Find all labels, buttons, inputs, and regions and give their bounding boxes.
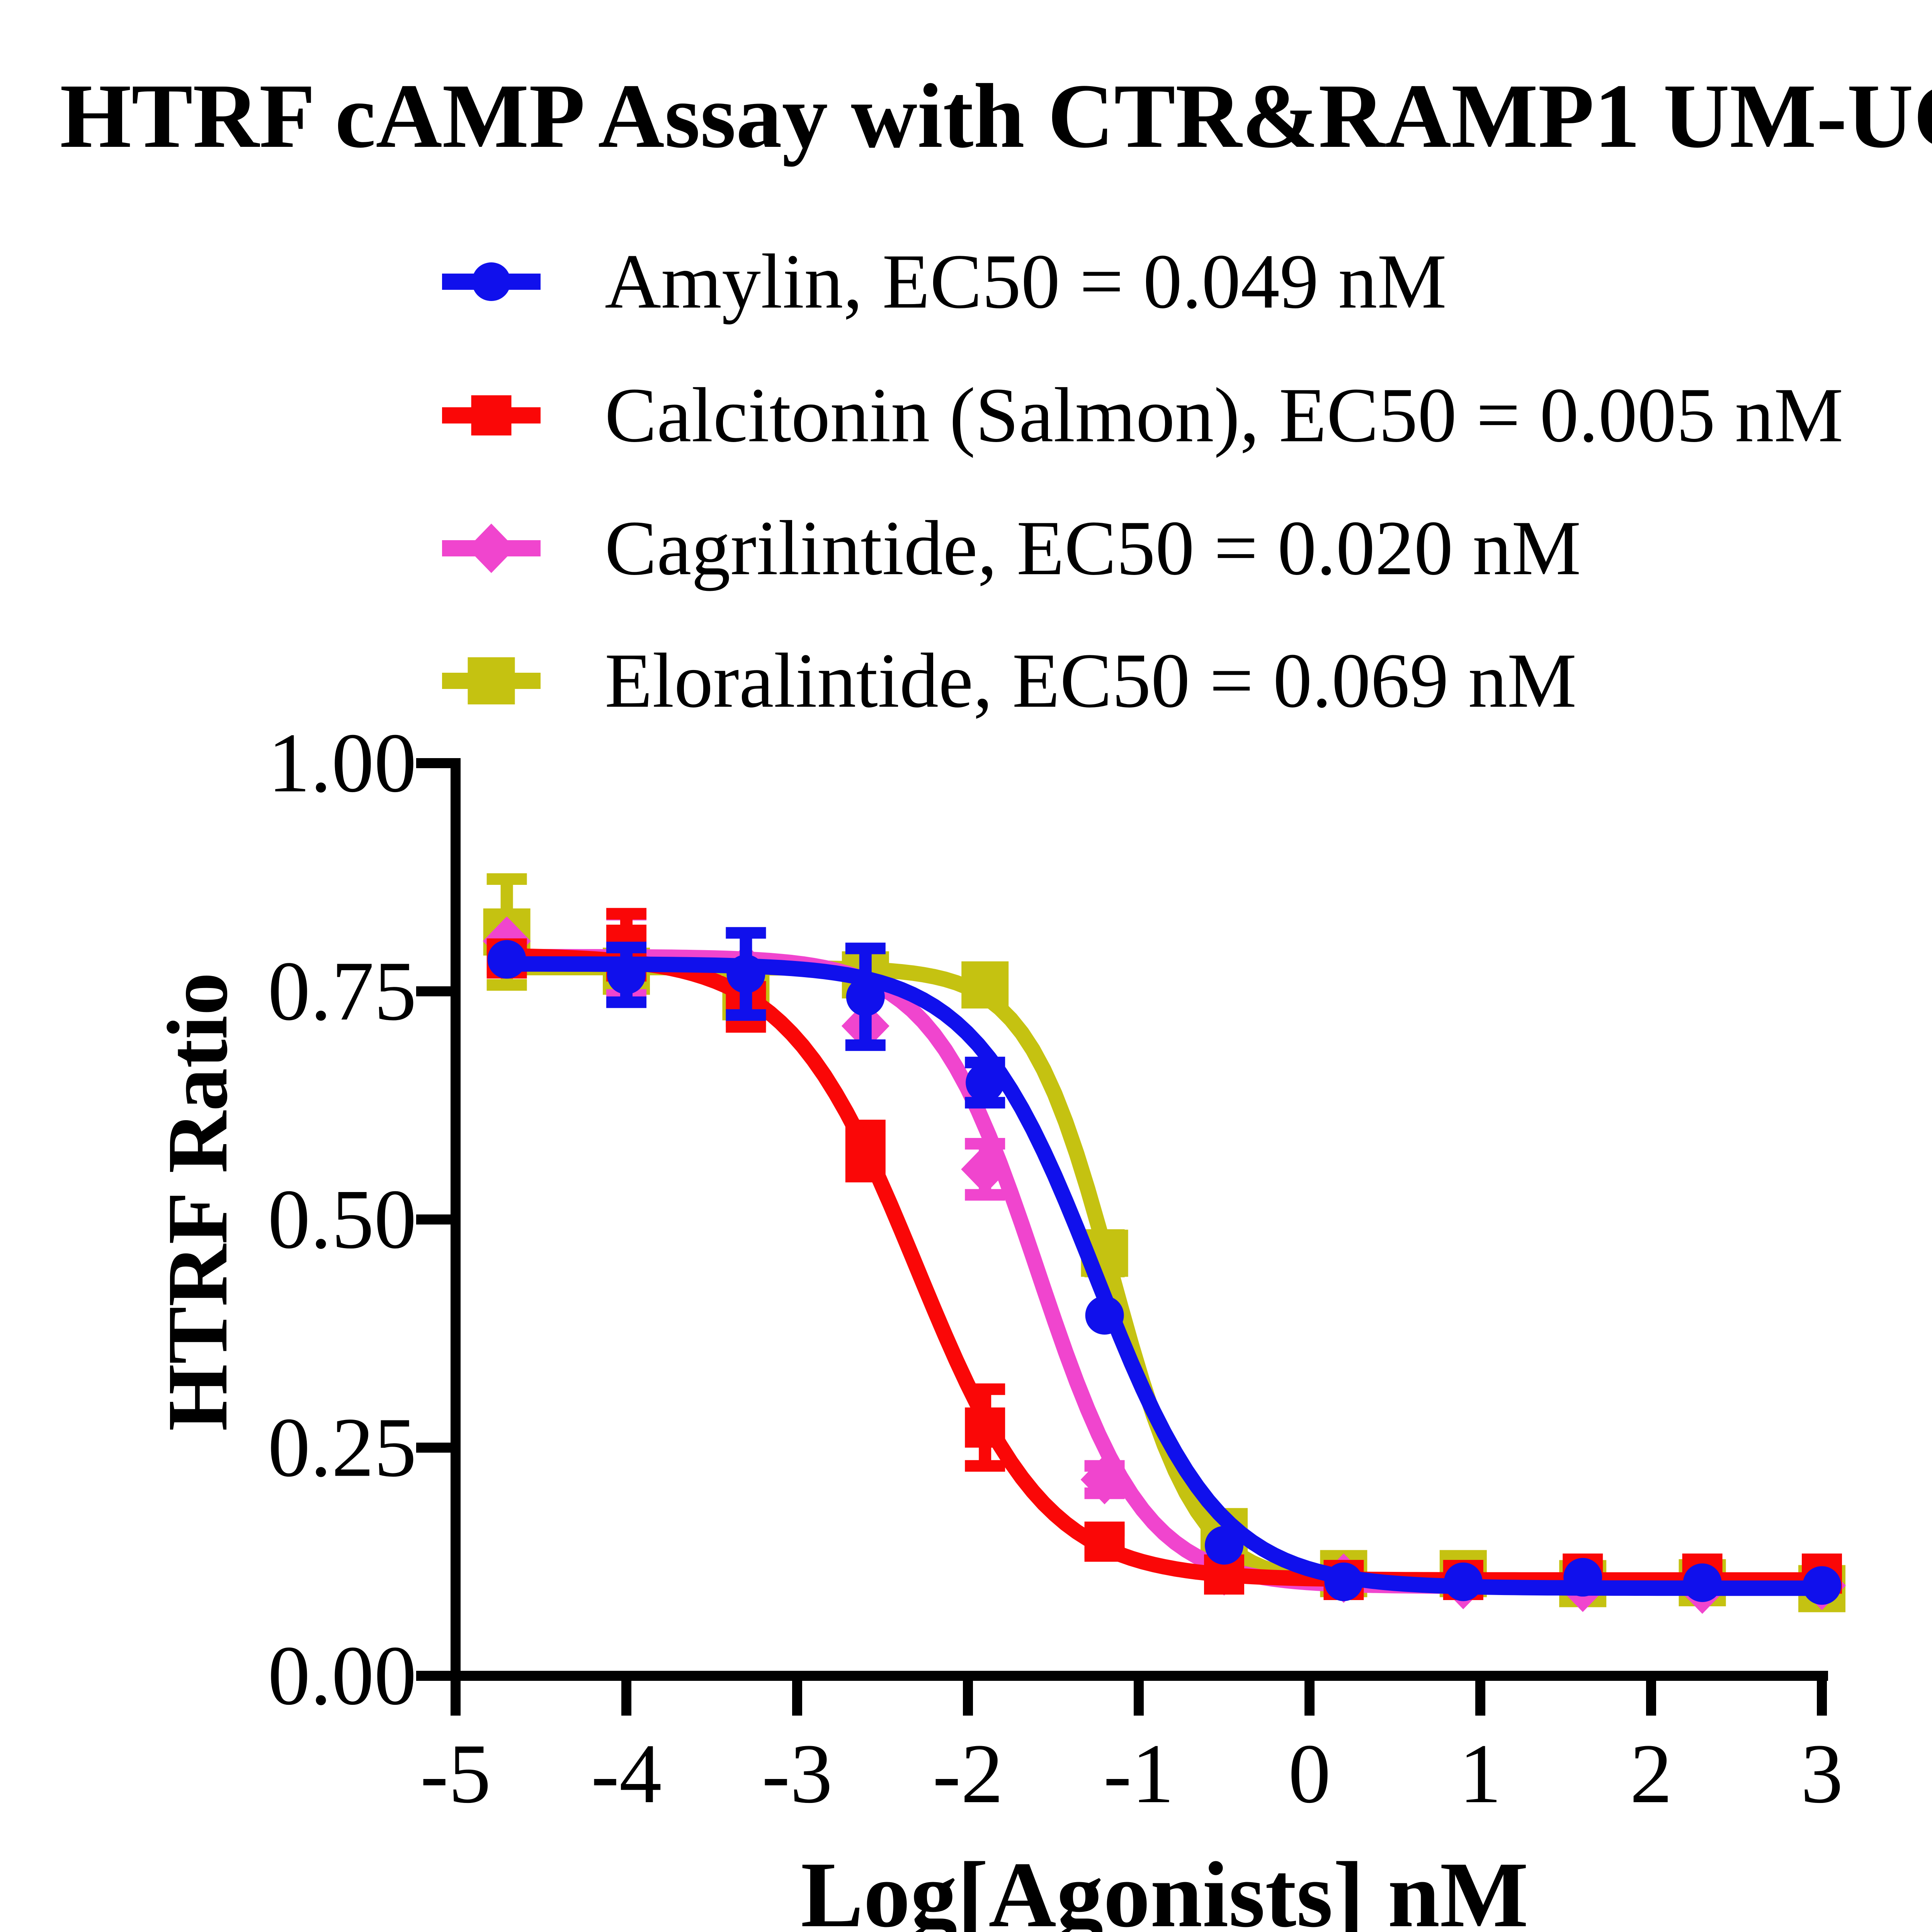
svg-text:-4: -4: [591, 1726, 662, 1821]
svg-text:0.75: 0.75: [268, 944, 417, 1038]
svg-text:0: 0: [1288, 1726, 1331, 1821]
svg-text:Amylin, EC50 = 0.049 nM: Amylin, EC50 = 0.049 nM: [605, 238, 1447, 325]
svg-text:1.00: 1.00: [268, 716, 417, 810]
svg-text:0.25: 0.25: [268, 1400, 417, 1495]
svg-text:Log[Agonists] nM: Log[Agonists] nM: [801, 1842, 1528, 1932]
svg-text:HTRF Ratio: HTRF Ratio: [150, 972, 245, 1431]
svg-text:2: 2: [1630, 1726, 1672, 1821]
svg-text:1: 1: [1459, 1726, 1502, 1821]
svg-text:3: 3: [1801, 1726, 1843, 1821]
svg-text:Eloralintide, EC50 = 0.069 nM: Eloralintide, EC50 = 0.069 nM: [605, 637, 1577, 724]
svg-text:Cagrilintide, EC50 = 0.020 nM: Cagrilintide, EC50 = 0.020 nM: [605, 505, 1581, 591]
svg-text:-5: -5: [420, 1726, 491, 1821]
svg-text:-1: -1: [1103, 1726, 1174, 1821]
svg-text:0.00: 0.00: [268, 1628, 417, 1723]
svg-text:0.50: 0.50: [268, 1172, 417, 1266]
svg-text:-2: -2: [932, 1726, 1003, 1821]
svg-text:HTRF cAMP Assay with CTR&RAMP1: HTRF cAMP Assay with CTR&RAMP1 UM-UC-3 (…: [60, 65, 1932, 167]
svg-text:-3: -3: [762, 1726, 832, 1821]
svg-text:Calcitonin (Salmon), EC50 = 0.: Calcitonin (Salmon), EC50 = 0.005 nM: [605, 372, 1843, 458]
